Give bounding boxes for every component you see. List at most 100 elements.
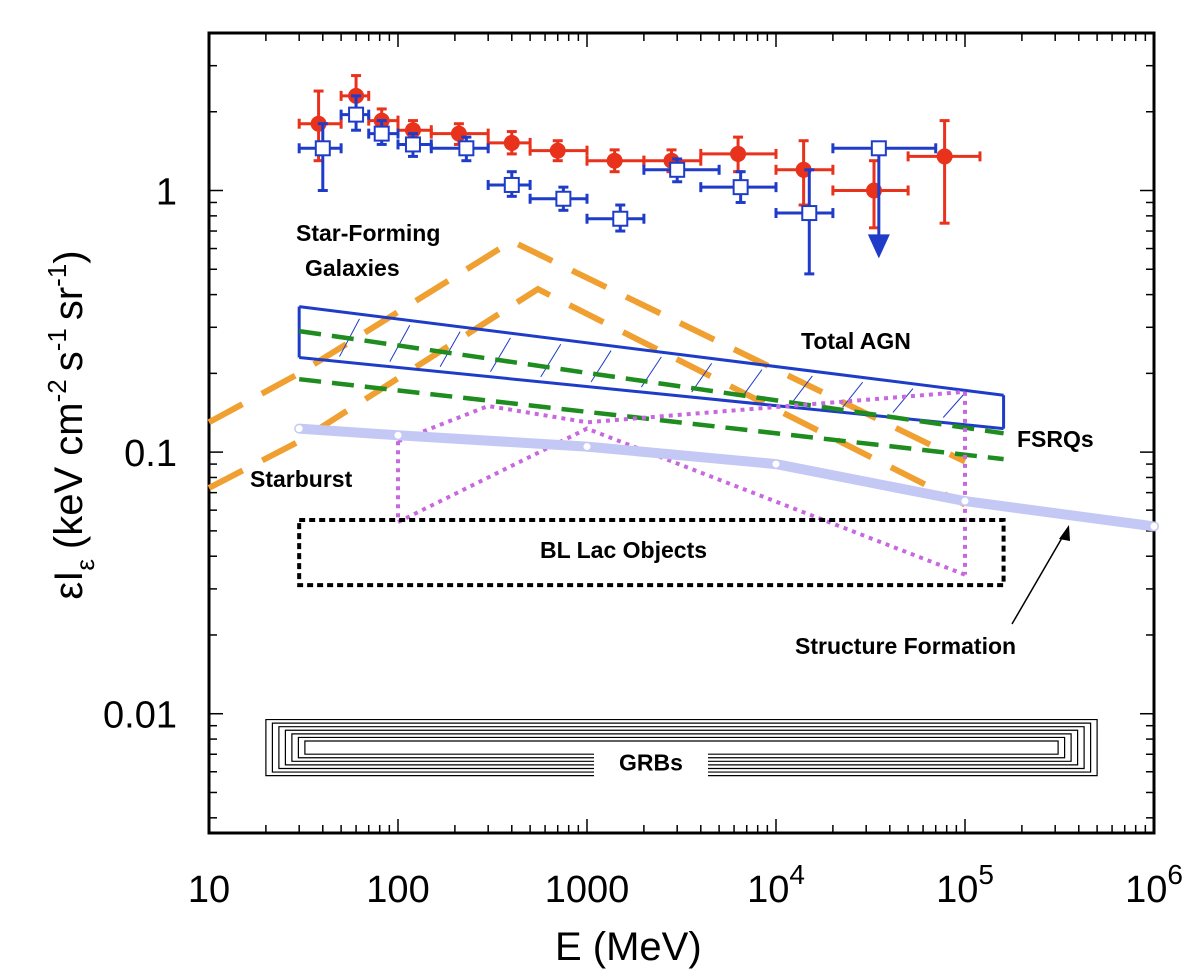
blue-data-point (831, 140, 938, 259)
x-tick-label: 10 (188, 869, 230, 911)
structure-formation-node (961, 497, 969, 505)
marker-square (314, 140, 331, 157)
marker-square (503, 176, 520, 193)
label-total-agn: Total AGN (801, 328, 911, 354)
red-data-point (585, 148, 646, 174)
marker-circle (606, 152, 623, 169)
structure-formation-pointer (1011, 525, 1070, 625)
x-tick-label: 106 (1125, 859, 1183, 911)
red-data-point (528, 139, 589, 163)
y-axis-main: εI (47, 571, 91, 600)
label-grbs: GRBs (619, 750, 683, 776)
bl-lac-objects-box (297, 518, 1006, 588)
marker-square (458, 140, 475, 157)
marker-circle (795, 161, 812, 178)
total-agn-hatch (439, 331, 461, 367)
grbs-contour (271, 722, 1092, 773)
blue-data-point (367, 119, 400, 146)
grbs-contour (291, 733, 1072, 762)
svg-text:εIε(keV cm-2s-1sr-1): εIε(keV cm-2s-1sr-1) (42, 250, 100, 599)
y-tick-label: 1 (156, 172, 177, 214)
y-axis-units-2: s (47, 351, 91, 371)
star-forming-galaxies-upper (207, 237, 967, 465)
grbs-contour (297, 736, 1066, 759)
marker-square (801, 205, 818, 222)
label-bl-lac: BL Lac Objects (540, 537, 707, 563)
structure-formation-node (295, 425, 303, 433)
plot-frame (207, 31, 1156, 835)
marker-circle (549, 142, 566, 159)
total-agn-hatch (590, 350, 612, 383)
total-agn-hatch (540, 343, 562, 378)
marker-circle (503, 134, 520, 151)
y-tick-label: 0.01 (103, 695, 177, 737)
total-agn-upper (299, 305, 1004, 397)
y-tick-label: 0.1 (124, 433, 177, 475)
grbs-contour (284, 729, 1079, 766)
y-axis-sub: ε (70, 559, 100, 571)
red-data-point (486, 130, 532, 156)
marker-circle (936, 148, 953, 165)
blue-data-point (486, 170, 532, 198)
marker-square (373, 125, 390, 142)
red-data-point (831, 159, 910, 230)
star-forming-galaxies-lower (207, 285, 967, 508)
structure-formation-band (294, 423, 1159, 532)
x-tick-label: 104 (747, 859, 805, 911)
label-star-forming: Star-Forming (296, 220, 440, 246)
marker-square (348, 106, 365, 123)
total-agn-hatch (942, 394, 964, 418)
marker-square (870, 140, 887, 157)
y-axis-units: (keV cm (47, 402, 91, 549)
marker-square (612, 210, 629, 227)
y-axis-title: εIε(keV cm-2s-1sr-1) (42, 250, 100, 599)
blue-data-point (528, 185, 589, 212)
blue-data-point (585, 203, 646, 233)
blue-data-point (429, 135, 490, 163)
total-agn-hatch (490, 337, 511, 373)
fsrqs-upper (298, 328, 1004, 436)
total-agn-lower (299, 356, 1004, 431)
x-tick-label: 105 (936, 859, 994, 911)
total-agn-hatch (741, 369, 763, 398)
label-galaxies: Galaxies (305, 255, 400, 281)
marker-circle (730, 145, 747, 162)
structure-formation-node (1150, 522, 1158, 530)
label-starburst: Starburst (250, 466, 353, 492)
red-data-point (774, 139, 835, 207)
red-data-point (906, 119, 982, 225)
marker-square (669, 161, 686, 178)
marker-square (555, 190, 572, 207)
upper-limit-arrow (867, 234, 890, 259)
blue-data-point (297, 122, 343, 193)
blue-data-point (699, 170, 778, 204)
structure-formation-node (583, 443, 591, 451)
starburst-upper (397, 389, 966, 444)
blue-data-point (642, 157, 721, 184)
starburst-lower (397, 426, 966, 577)
model-curves: GRBs (207, 237, 1159, 777)
x-tick-label: 100 (366, 869, 429, 911)
tick-labels: 10 100 1000 104 105 106 1 0.1 0.01 (103, 172, 1183, 911)
blue-data-point (339, 94, 371, 132)
label-fsrqs: FSRQs (1017, 426, 1094, 452)
x-axis-title: E (MeV) (555, 925, 702, 969)
structure-formation-node (394, 431, 402, 439)
axis-ticks (208, 32, 1154, 833)
marker-square (404, 136, 421, 153)
total-agn-hatch (892, 388, 914, 413)
marker-square (732, 179, 749, 196)
x-tick-label: 1000 (545, 869, 630, 911)
red-data-point (699, 135, 778, 174)
fsrqs-lower (298, 376, 1004, 462)
y-axis-units-3: sr (47, 287, 91, 320)
blue-data-point (396, 132, 433, 158)
data-points (297, 74, 982, 276)
total-agn-hatch (842, 381, 864, 408)
total-agn-hatch (791, 375, 813, 403)
structure-formation-node (772, 460, 780, 468)
grbs-contour (278, 726, 1085, 770)
grbs-contour (304, 740, 1059, 755)
label-structure-formation: Structure Formation (795, 633, 1016, 659)
